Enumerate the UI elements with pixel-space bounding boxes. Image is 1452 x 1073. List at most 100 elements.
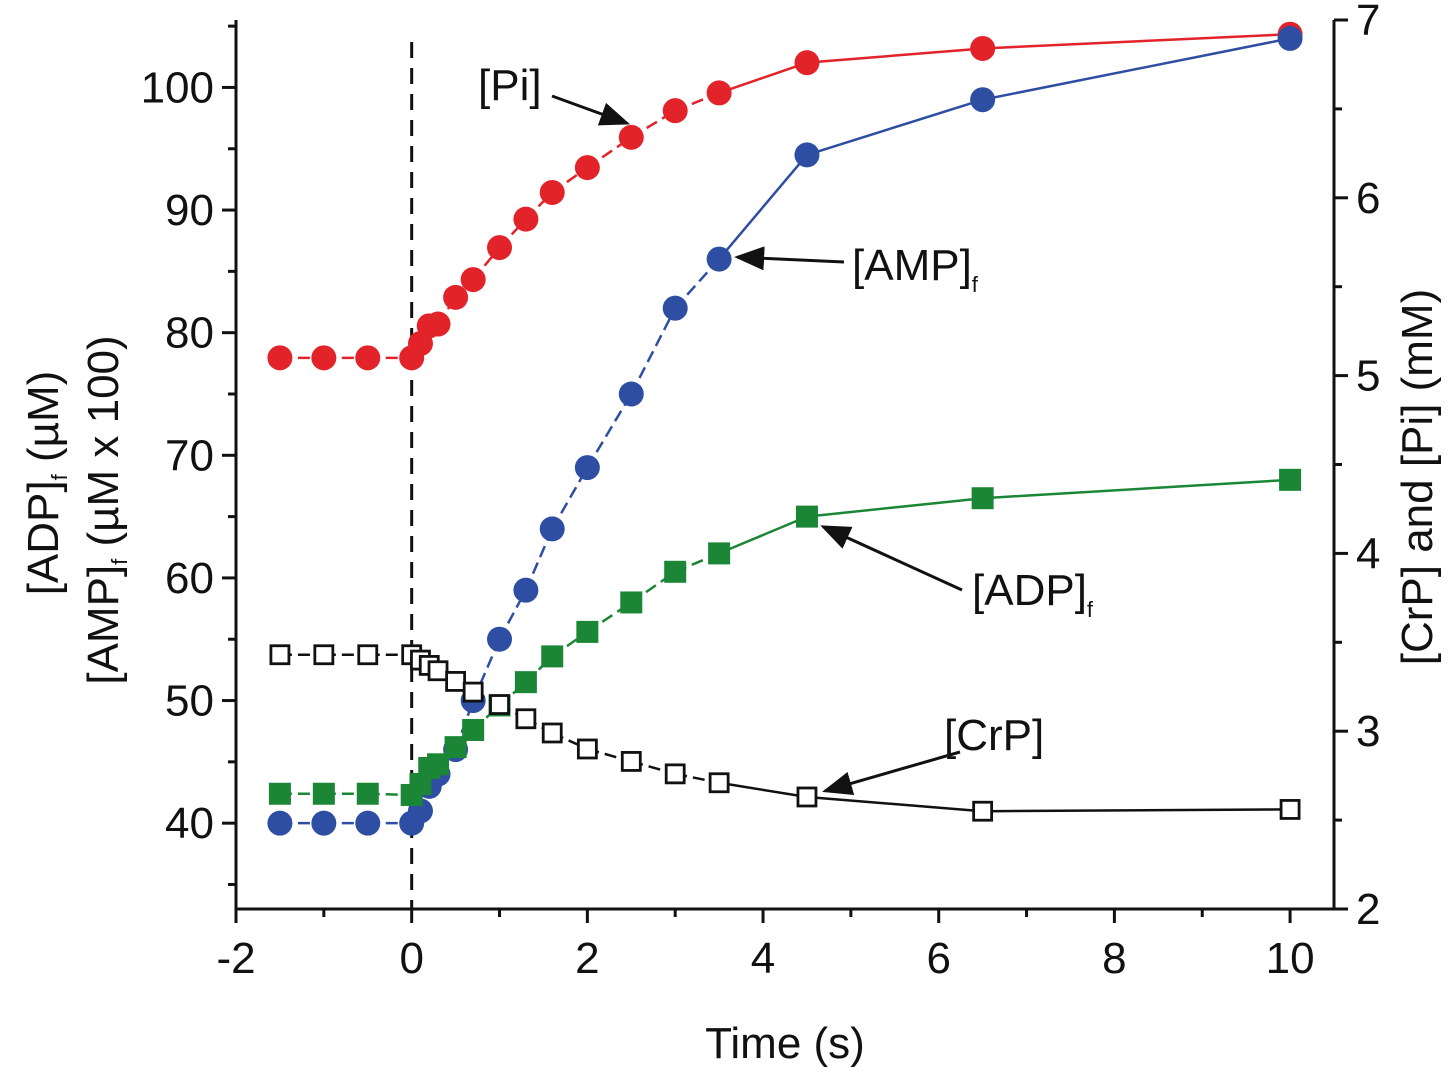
y-right-tick-label: 2 xyxy=(1356,885,1380,934)
data-point-pi xyxy=(311,345,337,371)
annotation-label: [Pi] xyxy=(478,61,542,110)
series-line-pi xyxy=(718,61,808,95)
data-point-ampf xyxy=(970,87,996,113)
data-point-adpf xyxy=(541,645,564,668)
data-point-ampf xyxy=(618,381,644,407)
y-left-title-2-main: [AMP] xyxy=(79,565,128,685)
y-right-tick-label: 4 xyxy=(1356,529,1380,578)
annotation-arrow xyxy=(822,750,961,796)
annotation-label: [AMP]f xyxy=(852,241,979,297)
y-left-tick-label: 40 xyxy=(165,799,214,848)
series-line-ampf xyxy=(718,154,808,260)
series-line-ampf xyxy=(586,393,633,469)
data-point-pi xyxy=(970,35,996,61)
y-right-axis-title: [CrP] and [Pi] (mM) xyxy=(1393,289,1442,666)
data-point-crp xyxy=(708,772,730,794)
data-point-pi xyxy=(425,311,451,337)
x-tick-label: 2 xyxy=(575,934,599,983)
data-point-crp xyxy=(972,800,994,822)
y-left-axis-title-line2: [AMP]f (µM x 100) xyxy=(79,335,132,684)
y-left-tick-label: 80 xyxy=(165,309,214,358)
series-line-crp xyxy=(982,808,1291,813)
annotation-label: [ADP]f xyxy=(972,566,1094,622)
data-point-crp xyxy=(357,644,379,666)
data-point-adpf xyxy=(312,782,335,805)
data-point-crp xyxy=(796,786,818,808)
annotation-arrow xyxy=(734,246,845,271)
axes-layer: -2 0 2 4 6 8 10 40 50 60 70 80 90 100 2 3 4 5 6 7 xyxy=(141,0,1381,983)
data-point-ampf xyxy=(794,142,820,168)
series-line-crp xyxy=(718,781,808,799)
data-point-pi xyxy=(513,206,539,232)
data-point-crp xyxy=(620,751,642,772)
data-point-adpf xyxy=(356,782,379,805)
series-layer xyxy=(267,21,1303,836)
data-point-adpf xyxy=(1279,468,1302,491)
x-tick-label: 10 xyxy=(1266,934,1315,983)
annotation-label-main: [Pi] xyxy=(478,61,542,110)
annotation-arrow xyxy=(551,94,631,126)
data-point-adpf xyxy=(268,782,291,805)
y-left-title-1-main: [ADP] xyxy=(19,480,68,595)
data-point-ampf xyxy=(574,455,600,481)
data-point-pi xyxy=(574,155,600,181)
data-point-crp xyxy=(576,738,598,760)
data-point-ampf xyxy=(487,626,513,652)
data-point-pi xyxy=(706,80,732,106)
data-point-adpf xyxy=(444,736,467,759)
annotation-label-main: [AMP] xyxy=(852,241,972,290)
series-line-adpf xyxy=(982,478,1291,500)
x-tick-label: 4 xyxy=(751,934,775,983)
annotation-arrow xyxy=(820,525,963,592)
series-line-pi xyxy=(982,32,1291,50)
data-point-pi xyxy=(487,235,513,261)
x-axis-title: Time (s) xyxy=(705,1019,865,1068)
series-line-ampf xyxy=(982,37,1291,101)
y-right-tick-label: 7 xyxy=(1356,0,1380,45)
data-point-adpf xyxy=(708,542,731,565)
data-point-pi xyxy=(443,284,469,310)
data-point-adpf xyxy=(795,505,818,528)
data-point-adpf xyxy=(664,560,687,583)
y-left-title-1-sub: f xyxy=(47,473,72,480)
data-point-adpf xyxy=(514,671,537,694)
y-right-tick-label: 5 xyxy=(1356,352,1380,401)
x-tick-label: 8 xyxy=(1102,934,1126,983)
data-point-ampf xyxy=(1277,25,1303,51)
y-left-tick-label: 90 xyxy=(165,186,214,235)
annotation-label: [CrP] xyxy=(944,711,1044,760)
series-line-crp xyxy=(806,795,983,813)
y-left-title-2-sub: f xyxy=(107,558,132,565)
data-point-crp xyxy=(664,763,686,785)
y-left-tick-label: 100 xyxy=(141,63,214,112)
data-point-pi xyxy=(794,50,820,76)
y-right-tick-label: 3 xyxy=(1356,707,1380,756)
series-line-adpf xyxy=(718,515,808,555)
data-point-crp xyxy=(313,644,335,666)
y-right-tick-label: 6 xyxy=(1356,174,1380,223)
data-point-pi xyxy=(355,345,381,371)
data-point-adpf xyxy=(576,620,599,643)
data-point-ampf xyxy=(267,810,293,836)
data-point-crp xyxy=(489,694,510,715)
annotation-label-main: [ADP] xyxy=(972,566,1087,615)
annotation-label-sub: f xyxy=(972,272,979,297)
y-left-title-1-unit: (µM) xyxy=(19,371,68,475)
data-point-adpf xyxy=(462,718,485,741)
data-point-crp xyxy=(515,708,537,730)
series-line-ampf xyxy=(806,98,984,157)
data-point-ampf xyxy=(513,577,539,603)
y-left-tick-label: 50 xyxy=(165,677,214,726)
data-point-pi xyxy=(539,179,565,205)
data-point-ampf xyxy=(311,810,337,836)
data-point-ampf xyxy=(706,246,732,272)
y-left-axis-title-line1: [ADP]f (µM) xyxy=(19,371,72,596)
annotation-label-main: [CrP] xyxy=(944,711,1044,760)
y-left-tick-label: 70 xyxy=(165,431,214,480)
data-point-pi xyxy=(618,124,644,150)
annotation-layer: [Pi][AMP]f[ADP]f[CrP] xyxy=(478,61,1094,796)
data-point-adpf xyxy=(620,591,643,614)
data-point-pi xyxy=(267,345,293,371)
data-point-pi xyxy=(662,98,688,124)
